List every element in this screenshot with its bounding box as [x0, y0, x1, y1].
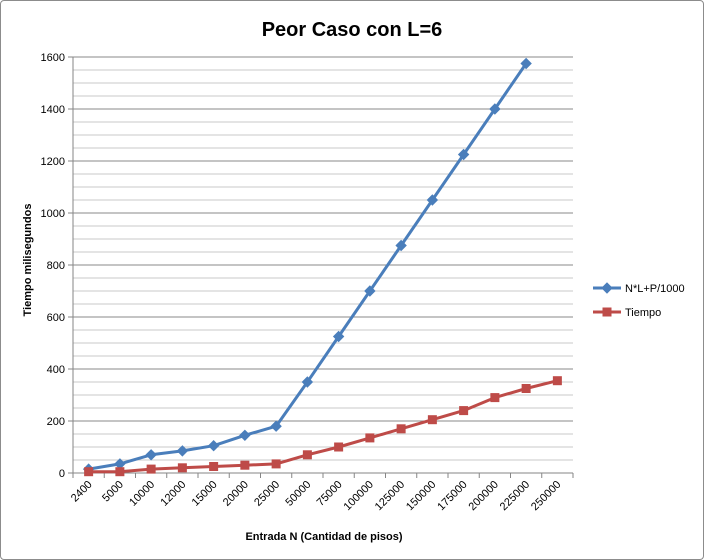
- data-point: [115, 467, 125, 477]
- data-point: [145, 449, 157, 461]
- data-point: [207, 439, 220, 452]
- legend-label: N*L+P/1000: [625, 283, 685, 295]
- x-tick-label: 200000: [467, 479, 501, 513]
- data-point: [176, 445, 189, 457]
- x-tick-label: 2400: [69, 479, 95, 505]
- data-point: [552, 376, 562, 386]
- legend-item: Tiempo: [593, 307, 661, 319]
- x-tick-label: 75000: [315, 479, 345, 509]
- y-tick-label: 600: [47, 312, 65, 324]
- y-tick-label: 1600: [41, 52, 65, 64]
- plot-series: [82, 57, 562, 477]
- y-tick-label: 1400: [41, 104, 65, 116]
- x-tick-label: 12000: [158, 479, 188, 509]
- x-tick-label: 20000: [221, 479, 251, 509]
- x-axis-label: Entrada N (Cantidad de pisos): [245, 531, 402, 543]
- data-point: [146, 464, 156, 474]
- legend-swatch-marker: [601, 282, 613, 294]
- x-tick-label: 25000: [252, 479, 282, 509]
- x-tick-label: 225000: [498, 479, 532, 513]
- y-tick-label: 200: [47, 416, 65, 428]
- data-point: [332, 330, 345, 343]
- legend-label: Tiempo: [625, 307, 661, 319]
- data-point: [395, 239, 407, 252]
- series-line: [88, 379, 558, 474]
- data-point: [364, 285, 376, 297]
- y-tick-label: 1200: [41, 156, 65, 168]
- x-tick-label: 175000: [435, 479, 469, 513]
- x-tick-label: 125000: [373, 479, 407, 513]
- x-tick-label: 10000: [127, 479, 157, 509]
- gridlines: [73, 56, 573, 474]
- data-point: [177, 463, 187, 473]
- x-tick-label: 150000: [404, 479, 438, 513]
- y-tick-label: 800: [47, 260, 65, 272]
- data-point: [427, 415, 437, 425]
- data-point: [302, 450, 312, 460]
- x-tick-label: 50000: [283, 479, 313, 509]
- data-point: [459, 406, 469, 416]
- data-point: [396, 424, 406, 434]
- series-1: [82, 57, 532, 475]
- chart-title: Peor Caso con L=6: [262, 19, 443, 41]
- data-point: [490, 393, 500, 403]
- legend: N*L+P/1000 Tiempo: [593, 282, 685, 319]
- data-point: [271, 459, 281, 469]
- y-tick-label: 0: [59, 468, 65, 480]
- x-tick-label: 250000: [529, 479, 563, 513]
- data-point: [426, 194, 439, 206]
- y-tick-label: 1000: [41, 208, 65, 220]
- data-point: [521, 384, 531, 393]
- data-point: [84, 467, 94, 477]
- data-point: [209, 462, 219, 471]
- series-2: [84, 376, 562, 477]
- data-point: [301, 376, 314, 388]
- data-point: [240, 460, 250, 470]
- x-tick-label: 15000: [190, 479, 220, 509]
- data-point: [457, 148, 470, 161]
- data-point: [365, 433, 375, 443]
- x-tick-label: 5000: [100, 479, 126, 505]
- data-point: [520, 57, 532, 70]
- legend-swatch-marker: [602, 307, 612, 317]
- data-point: [239, 429, 251, 442]
- x-tick-label: 100000: [342, 479, 376, 513]
- y-tick-label: 400: [47, 364, 65, 376]
- data-point: [270, 420, 282, 432]
- data-point: [334, 442, 344, 452]
- data-point: [489, 103, 501, 115]
- y-axis-label: Tiempo milisegundos: [22, 204, 34, 317]
- legend-item: N*L+P/1000: [593, 282, 685, 295]
